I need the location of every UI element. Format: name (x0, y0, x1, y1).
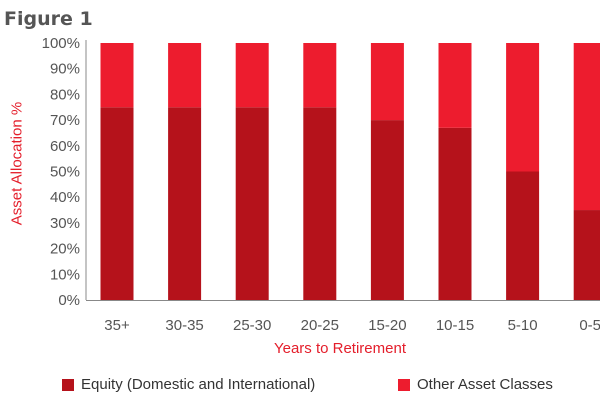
y-tick-label: 30% (50, 215, 80, 232)
legend-item-equity: Equity (Domestic and International) (62, 376, 315, 393)
bar-segment-other-0-5 (573, 43, 600, 211)
x-tick-label: 0-5 (579, 317, 600, 334)
bar-segment-equity-10-15 (438, 127, 472, 300)
legend-label-equity: Equity (Domestic and International) (81, 376, 316, 393)
figure-label: Figure 1 (4, 8, 93, 30)
x-tick-label: 5-10 (508, 317, 538, 334)
bar-segment-other-5-10 (506, 43, 540, 172)
legend-swatch-other (398, 378, 410, 391)
x-tick-label: 25-30 (233, 317, 271, 334)
y-tick-label: 10% (50, 266, 80, 283)
bar-segment-equity-35+ (100, 107, 134, 300)
bar-segment-other-20-25 (303, 43, 337, 108)
x-tick-label: 35+ (104, 317, 130, 334)
bar-segment-equity-0-5 (573, 210, 600, 300)
bar-segment-equity-25-30 (235, 107, 269, 300)
bar-segment-other-10-15 (438, 43, 472, 128)
y-tick-label: 0% (58, 292, 80, 309)
legend-label-other: Other Asset Classes (417, 376, 553, 393)
bar-segment-equity-15-20 (370, 120, 404, 300)
y-tick-label: 100% (42, 35, 80, 52)
legend: Equity (Domestic and International) Othe… (0, 376, 600, 394)
y-tick-label: 70% (50, 112, 80, 129)
legend-swatch-equity (62, 378, 74, 391)
bar-segment-other-15-20 (370, 43, 404, 121)
y-tick-label: 40% (50, 189, 80, 206)
bar-segment-other-25-30 (235, 43, 269, 108)
bar-segment-equity-5-10 (506, 171, 540, 300)
x-tick-label: 10-15 (436, 317, 474, 334)
y-axis-title: Asset Allocation % (8, 101, 26, 226)
x-tick-label: 30-35 (165, 317, 203, 334)
y-tick-label: 90% (50, 61, 80, 78)
bar-segment-equity-30-35 (168, 107, 202, 300)
x-tick-label: 15-20 (368, 317, 406, 334)
x-tick-label: 20-25 (301, 317, 339, 334)
y-tick-label: 60% (50, 138, 80, 155)
y-tick-label: 20% (50, 241, 80, 258)
legend-item-other: Other Asset Classes (398, 376, 553, 393)
y-tick-label: 80% (50, 86, 80, 103)
x-axis-title: Years to Retirement (273, 340, 406, 357)
bar-segment-equity-20-25 (303, 107, 337, 300)
bar-segment-other-30-35 (168, 43, 202, 108)
bar-segment-other-35+ (100, 43, 134, 108)
y-tick-label: 50% (50, 164, 80, 181)
